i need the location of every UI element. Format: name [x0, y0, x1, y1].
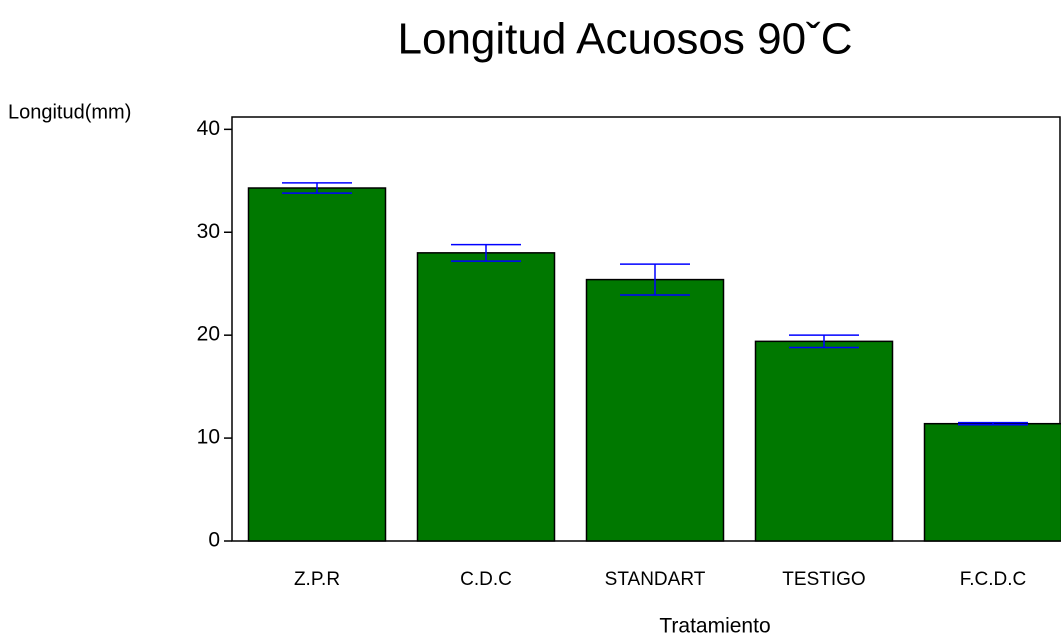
chart-title: Longitud Acuosos 90ˇC: [398, 15, 853, 64]
x-tick-label: F.C.D.C: [960, 569, 1027, 590]
x-tick-label: Z.P.R: [294, 569, 340, 590]
y-tick-label: 10: [197, 426, 220, 449]
y-tick-label: 0: [208, 529, 220, 552]
bar: [585, 278, 725, 542]
x-tick-label: TESTIGO: [782, 569, 865, 590]
bar: [923, 422, 1061, 542]
bar: [247, 187, 387, 542]
y-tick-label: 40: [197, 117, 220, 140]
y-tick-label: 30: [197, 220, 220, 243]
x-axis-label: Tratamiento: [659, 615, 770, 636]
y-axis-label: Longitud(mm): [8, 101, 131, 123]
x-tick-label: STANDART: [605, 569, 706, 590]
error-bar: [789, 334, 859, 349]
error-bar: [451, 243, 521, 262]
bar: [754, 340, 894, 542]
error-bar: [282, 182, 352, 194]
y-tick-label: 20: [197, 323, 220, 346]
error-bar: [958, 421, 1028, 426]
bar: [416, 252, 556, 542]
error-bar: [620, 263, 690, 296]
x-tick-label: C.D.C: [460, 569, 512, 590]
